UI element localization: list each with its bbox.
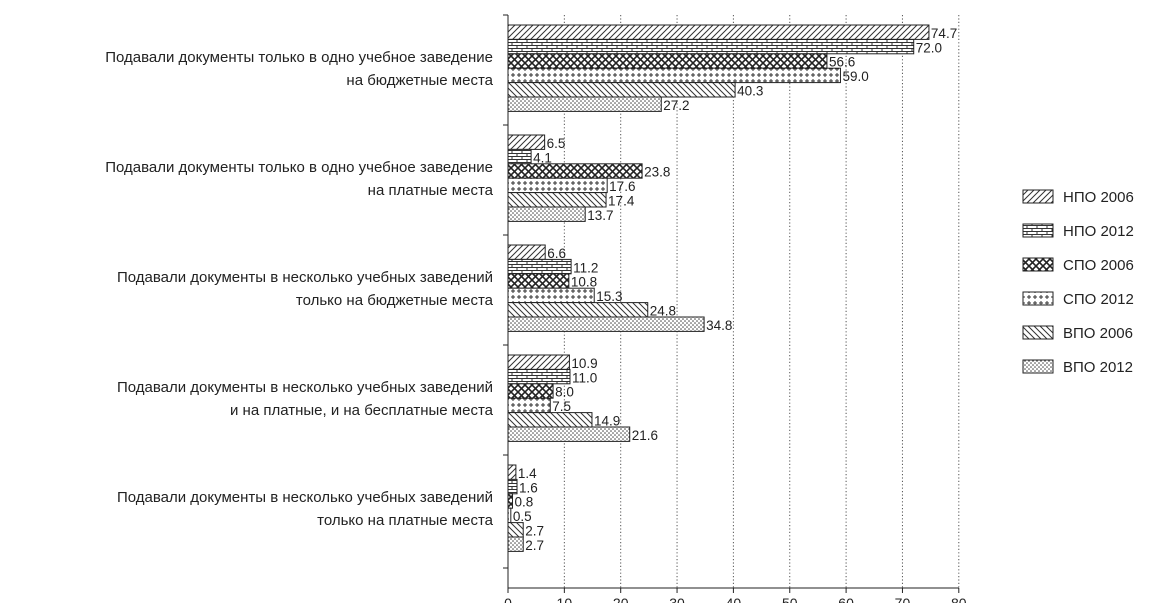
data-label: 17.4 bbox=[608, 194, 635, 209]
category-label: и на платные, и на бесплатные места bbox=[230, 402, 494, 419]
legend-label: СПО 2006 bbox=[1063, 257, 1134, 274]
bar bbox=[507, 383, 554, 399]
bar bbox=[507, 258, 572, 275]
bar bbox=[507, 67, 841, 84]
x-tick-label: 30 bbox=[669, 595, 685, 603]
legend: НПО 2006 НПО 2012 СПО 2006 СПО 2012 ВПО 2006… bbox=[1022, 189, 1134, 376]
x-tick-label: 10 bbox=[557, 595, 573, 603]
bar bbox=[507, 53, 828, 69]
category-label: Подавали документы в несколько учебных з… bbox=[117, 379, 493, 396]
bar bbox=[507, 273, 570, 289]
bar bbox=[507, 192, 607, 208]
legend-swatch bbox=[1022, 223, 1054, 238]
bar bbox=[507, 38, 915, 55]
legend-swatch bbox=[1022, 257, 1054, 272]
data-label: 7.5 bbox=[552, 399, 571, 414]
data-label: 11.0 bbox=[572, 370, 597, 385]
data-label: 11.2 bbox=[573, 260, 598, 275]
data-label: 10.9 bbox=[571, 356, 597, 371]
bar bbox=[507, 244, 546, 260]
data-label: 1.6 bbox=[519, 480, 538, 495]
data-label: 23.8 bbox=[644, 165, 670, 180]
legend-label: ВПО 2006 bbox=[1063, 325, 1133, 342]
data-label: 74.7 bbox=[931, 26, 957, 41]
data-label: 0.5 bbox=[513, 509, 532, 524]
category-label: на платные места bbox=[368, 182, 494, 199]
bar bbox=[507, 148, 532, 165]
bar bbox=[507, 302, 649, 318]
bar bbox=[507, 464, 517, 480]
category-label: на бюджетные места bbox=[346, 72, 493, 89]
data-label: 6.5 bbox=[547, 136, 566, 151]
category-labels: Подавали документы только в одно учебное… bbox=[105, 49, 493, 529]
legend-label: СПО 2012 bbox=[1063, 291, 1134, 308]
x-tick-label: 80 bbox=[951, 595, 967, 603]
data-label: 34.8 bbox=[706, 318, 732, 333]
data-label: 8.0 bbox=[555, 385, 574, 400]
data-label: 14.9 bbox=[594, 414, 620, 429]
data-label: 24.8 bbox=[650, 304, 676, 319]
x-tick-label: 70 bbox=[895, 595, 911, 603]
data-label: 4.1 bbox=[533, 150, 552, 165]
bar bbox=[507, 96, 662, 112]
x-tick-label: 60 bbox=[838, 595, 854, 603]
bar bbox=[507, 368, 571, 385]
data-label: 2.7 bbox=[525, 524, 544, 539]
data-label: 21.6 bbox=[632, 428, 658, 443]
bar bbox=[507, 287, 595, 304]
category-label: Подавали документы в несколько учебных з… bbox=[117, 269, 493, 286]
bar bbox=[507, 316, 705, 332]
data-label: 40.3 bbox=[737, 84, 763, 99]
category-label: Подавали документы только в одно учебное… bbox=[105, 49, 493, 66]
axes: 0 10 20 30 40 50 60 70 80 bbox=[503, 14, 967, 603]
bars: 74.772.0 56.659.0 40.3 27.2 6.54.1 23.8 17.617… bbox=[507, 24, 957, 553]
legend-label: НПО 2012 bbox=[1063, 223, 1134, 240]
data-label: 13.7 bbox=[587, 208, 613, 223]
data-label: 27.2 bbox=[663, 98, 689, 113]
bar bbox=[507, 354, 570, 370]
bar bbox=[507, 163, 643, 179]
bar bbox=[507, 478, 518, 495]
data-label: 1.4 bbox=[518, 466, 537, 481]
data-label: 2.7 bbox=[525, 538, 544, 553]
data-label: 10.8 bbox=[571, 275, 597, 290]
data-label: 17.6 bbox=[609, 179, 635, 194]
data-label: 15.3 bbox=[596, 289, 622, 304]
data-label: 72.0 bbox=[916, 40, 942, 55]
bar bbox=[507, 522, 524, 538]
data-label: 56.6 bbox=[829, 55, 855, 70]
x-tick-label: 20 bbox=[613, 595, 629, 603]
x-tick-label: 50 bbox=[782, 595, 798, 603]
category-label: только на бюджетные места bbox=[296, 292, 494, 309]
bar bbox=[507, 177, 608, 194]
legend-swatch bbox=[1022, 189, 1054, 204]
bar bbox=[507, 493, 514, 509]
bar bbox=[507, 134, 546, 150]
bar bbox=[507, 24, 930, 40]
category-label: Подавали документы в несколько учебных з… bbox=[117, 489, 493, 506]
x-tick-label: 0 bbox=[504, 595, 512, 603]
legend-swatch bbox=[1022, 291, 1054, 306]
data-label: 59.0 bbox=[842, 69, 868, 84]
legend-swatch bbox=[1022, 359, 1054, 374]
category-label: Подавали документы только в одно учебное… bbox=[105, 159, 493, 176]
bar bbox=[507, 426, 631, 442]
bar bbox=[507, 82, 736, 98]
category-label: только на платные места bbox=[317, 512, 494, 529]
data-label: 0.8 bbox=[515, 495, 534, 510]
x-tick-label: 40 bbox=[726, 595, 742, 603]
legend-label: НПО 2006 bbox=[1063, 189, 1134, 206]
legend-label: ВПО 2012 bbox=[1063, 359, 1133, 376]
bar bbox=[507, 412, 593, 428]
data-label: 6.6 bbox=[547, 246, 566, 261]
legend-swatch bbox=[1022, 325, 1054, 340]
bar bbox=[507, 206, 586, 222]
bar bbox=[507, 397, 551, 414]
bar bbox=[507, 536, 524, 552]
